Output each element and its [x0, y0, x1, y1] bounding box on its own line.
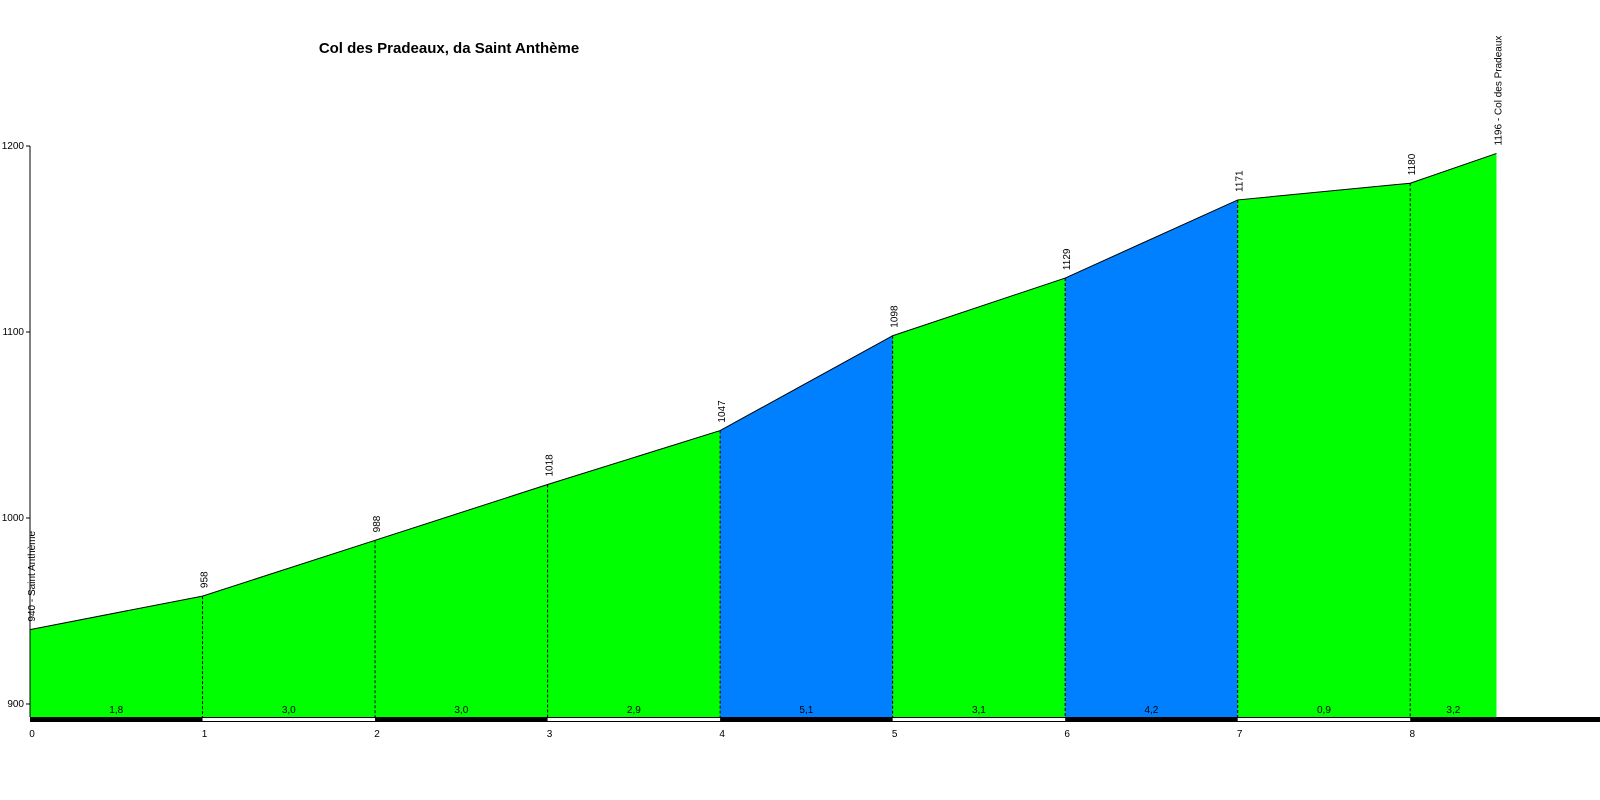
segment-area: [547, 430, 721, 717]
y-tick-label: 1000: [2, 513, 25, 524]
x-tick-label: 5: [892, 729, 898, 740]
profile-line: [29, 152, 1497, 631]
y-tick-label: 900: [7, 699, 24, 710]
gradient-label: 3,1: [972, 705, 986, 716]
segment-area: [720, 335, 893, 717]
x-tick-label: 3: [547, 729, 553, 740]
x-tick-label: 0: [29, 729, 35, 740]
km-bar: [30, 717, 1600, 722]
gradient-label: 1,8: [109, 705, 123, 716]
km-stripe: [202, 718, 376, 721]
gradient-label: 4,2: [1144, 705, 1158, 716]
segment-area: [892, 278, 1066, 717]
elevation-label: 1196 - Col des Pradeaux: [1493, 36, 1504, 146]
x-tick-label: 7: [1237, 729, 1243, 740]
elevation-label: 1129: [1062, 248, 1073, 270]
elevation-label: 1098: [890, 305, 901, 328]
km-stripe: [892, 718, 1066, 721]
y-tick-label: 1200: [2, 141, 25, 152]
gradient-label: 3,0: [282, 705, 296, 716]
segment-area: [375, 484, 548, 717]
segment-area: [1237, 183, 1411, 717]
elevation-label: 958: [200, 571, 211, 588]
segment-area: [1065, 199, 1238, 717]
x-tick-label: 8: [1409, 729, 1415, 740]
elevation-label: 988: [372, 515, 383, 532]
elevation-label: 940 - Saint Anthème: [27, 531, 38, 622]
y-tick-label: 1100: [2, 327, 24, 338]
gradient-label: 0,9: [1317, 705, 1331, 716]
segment-area: [1410, 153, 1497, 717]
elevation-label: 1180: [1407, 153, 1418, 175]
km-stripe: [1237, 718, 1411, 721]
x-tick-label: 1: [202, 729, 208, 740]
x-tick-label: 6: [1064, 729, 1070, 740]
segment-area: [30, 596, 203, 717]
elevation-label: 1171: [1235, 170, 1246, 192]
gradient-label: 3,2: [1446, 705, 1460, 716]
gradient-label: 3,0: [454, 705, 468, 716]
x-tick-label: 4: [719, 729, 725, 740]
chart-title: Col des Pradeaux, da Saint Anthème: [319, 40, 579, 57]
gradient-label: 2,9: [627, 705, 641, 716]
km-stripe: [547, 718, 721, 721]
segment-area: [202, 540, 376, 717]
elevation-label: 1018: [545, 454, 556, 477]
elevation-label: 1047: [717, 400, 728, 423]
x-tick-label: 2: [374, 729, 380, 740]
gradient-label: 5,1: [799, 705, 813, 716]
